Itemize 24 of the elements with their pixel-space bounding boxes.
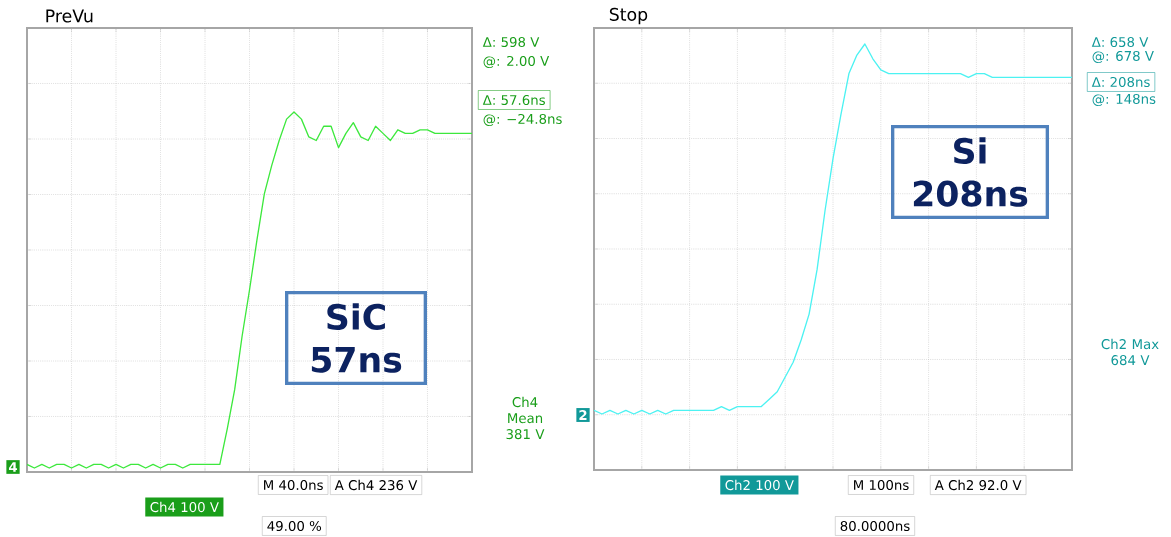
text: 80.0000ns [840, 520, 910, 532]
text: Ch4 Mean 381 V [506, 396, 545, 440]
text: M 40.0ns [264, 479, 323, 491]
text: 2 [579, 410, 587, 420]
annotation: SiC 57ns [311, 303, 402, 373]
text: Δ: 658 V [1091, 36, 1149, 48]
text: Ch2 Max 684 V [1101, 338, 1159, 366]
text: @: 2.00 V [483, 55, 550, 69]
chart-title: Stop [609, 7, 648, 25]
text: Ch2 100 V [725, 479, 794, 491]
text: 4 [8, 462, 18, 472]
annotation: Si 208ns [913, 137, 1028, 207]
text: A Ch2 92.0 V [934, 479, 1022, 491]
text: M 100ns [854, 479, 909, 491]
chart-title: PreVu [46, 9, 93, 23]
text: @: −24.8ns [483, 113, 562, 127]
text: A Ch4 236 V [334, 479, 418, 491]
text: Δ: 57.6ns [482, 94, 545, 106]
text: Ch4 100 V [150, 501, 219, 513]
text: @: 148ns [1092, 93, 1156, 107]
text: @: 678 V [1092, 50, 1154, 64]
text: Δ: 598 V [482, 36, 540, 48]
text: Δ: 208ns [1091, 76, 1150, 88]
text: 49.00 % [267, 520, 322, 532]
